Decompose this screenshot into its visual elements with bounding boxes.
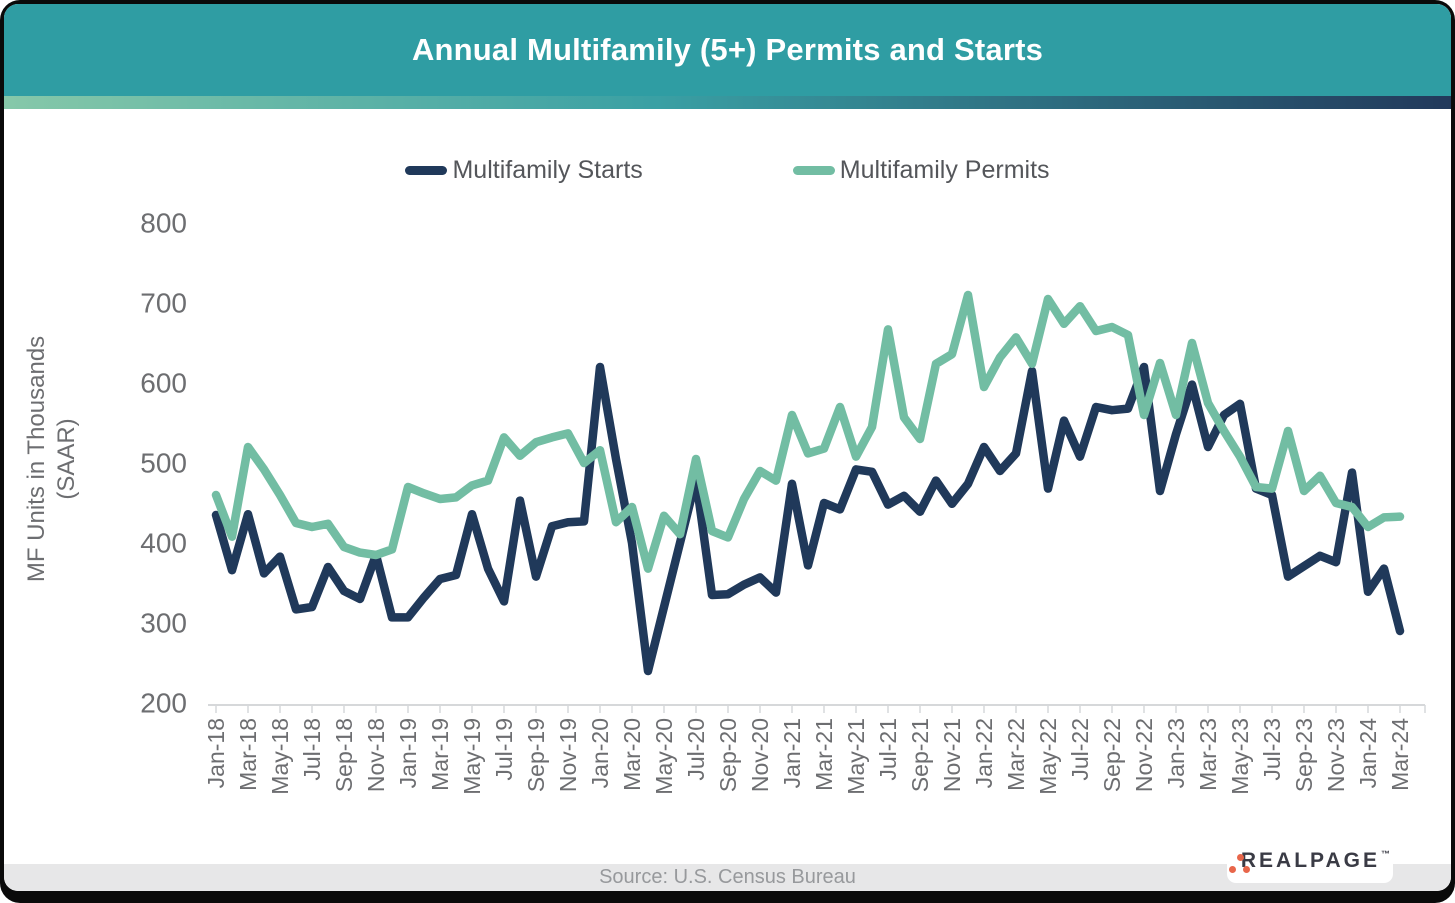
x-tick-label: Jul-21	[875, 718, 901, 781]
x-tick-label: May-20	[651, 718, 677, 795]
y-tick-label: 200	[140, 688, 187, 719]
permits-legend-swatch-icon	[792, 166, 835, 175]
permits-legend-label: Multifamily Permits	[839, 156, 1050, 184]
x-tick-label: Jul-19	[491, 718, 517, 781]
header-banner: Annual Multifamily (5+) Permits and Star…	[4, 4, 1451, 96]
x-tick-label: Jan-22	[971, 718, 997, 788]
x-tick-label: Jul-22	[1067, 718, 1093, 781]
x-tick-label: Mar-19	[427, 718, 453, 791]
x-tick-label: May-22	[1035, 718, 1061, 795]
x-tick-label: May-19	[459, 718, 485, 795]
legend-item-permits: Multifamily Permits	[792, 156, 1050, 185]
x-tick-label: May-21	[843, 718, 869, 795]
logo-trademark: ™	[1381, 849, 1393, 859]
x-tick-label: Sep-22	[1099, 718, 1125, 792]
x-tick-label: May-18	[267, 718, 293, 795]
x-tick-label: Jan-20	[587, 718, 613, 788]
x-tick-label: Nov-21	[939, 718, 965, 792]
x-tick-label: Sep-20	[715, 718, 741, 792]
x-tick-label: Sep-18	[331, 718, 357, 792]
x-tick-label: Mar-24	[1387, 718, 1413, 791]
x-tick-label: May-23	[1227, 718, 1253, 795]
x-tick-label: Jan-21	[779, 718, 805, 788]
x-tick-label: Nov-23	[1323, 718, 1349, 792]
chart-card: Annual Multifamily (5+) Permits and Star…	[4, 4, 1451, 891]
legend: Multifamily Starts Multifamily Permits	[4, 156, 1451, 185]
y-tick-label: 600	[140, 368, 187, 399]
x-tick-label: Jul-20	[683, 718, 709, 781]
source-text: Source: U.S. Census Bureau	[599, 866, 856, 888]
permits-line	[211, 290, 1405, 573]
x-tick-label: Jul-23	[1259, 718, 1285, 781]
x-tick-label: Jan-23	[1163, 718, 1189, 788]
y-tick-label: 700	[140, 288, 187, 319]
x-tick-label: Sep-23	[1291, 718, 1317, 792]
x-tick-label: Nov-20	[747, 718, 773, 792]
x-tick-label: Sep-19	[523, 718, 549, 792]
page-title: Annual Multifamily (5+) Permits and Star…	[411, 32, 1044, 67]
x-tick-label: Mar-18	[235, 718, 261, 791]
starts-legend-swatch-icon	[405, 166, 448, 175]
line-chart: MF Units in Thousands (SAAR) Jan-18 Mar-1…	[23, 208, 1426, 795]
legend-item-starts: Multifamily Starts	[405, 156, 643, 185]
x-tick-label: Mar-23	[1195, 718, 1221, 791]
x-tick-label: Jan-18	[203, 718, 229, 788]
source-bar: Source: U.S. Census Bureau	[4, 864, 1451, 891]
x-tick-label: Nov-19	[555, 718, 581, 792]
starts-legend-label: Multifamily Starts	[452, 156, 643, 184]
orange-dots-icon	[1227, 849, 1250, 873]
x-tick-label: Jan-24	[1355, 718, 1381, 789]
x-tick-label: Sep-21	[907, 718, 933, 792]
x-tick-label: Mar-20	[619, 718, 645, 791]
gradient-bar	[4, 96, 1451, 109]
x-tick-label: Mar-21	[811, 718, 837, 791]
y-tick-label: 300	[140, 608, 187, 639]
y-axis-title-line1: MF Units in Thousands	[23, 336, 50, 582]
x-tick-label: Jul-18	[299, 718, 325, 781]
x-tick-label: Nov-18	[363, 718, 389, 792]
y-tick-label: 800	[140, 208, 187, 239]
y-axis-title-line2: (SAAR)	[53, 418, 80, 499]
realpage-logo: REALPAGE™	[1227, 839, 1393, 883]
x-tick-label: Jan-19	[395, 718, 421, 788]
y-tick-label: 400	[140, 528, 187, 559]
starts-line	[211, 362, 1405, 676]
y-tick-label: 500	[140, 448, 187, 479]
x-tick-label: Nov-22	[1131, 718, 1157, 792]
logo-text: REALPAGE™	[1240, 849, 1393, 872]
x-tick-label: Mar-22	[1003, 718, 1029, 791]
